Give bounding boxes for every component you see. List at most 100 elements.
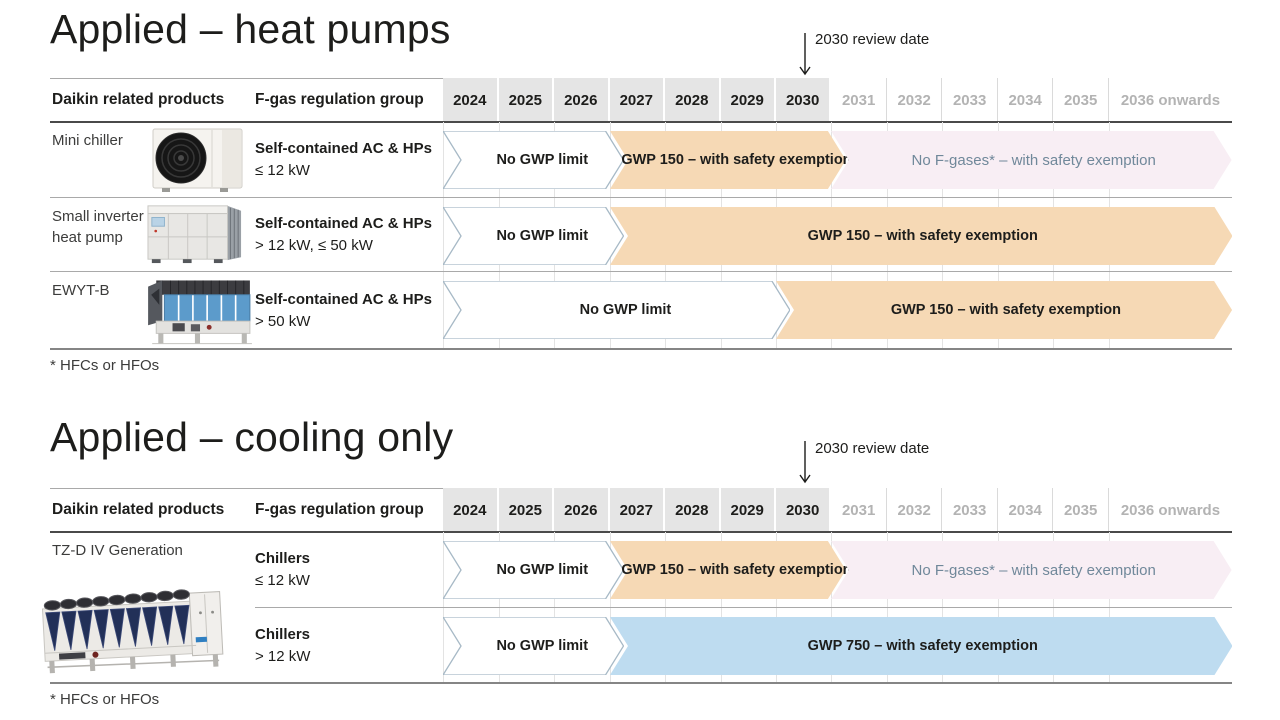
year-2028: 2028	[665, 488, 721, 532]
column-gridline	[443, 532, 444, 608]
timeline-table-heat-pumps: Daikin related products F-gas regulation …	[50, 78, 1232, 350]
row-divider	[255, 607, 1232, 608]
f-gas-group-capacity: ≤ 12 kW	[255, 572, 310, 589]
section-title-cooling-only: Applied – cooling only	[50, 414, 454, 460]
f-gas-group-capacity: ≤ 12 kW	[255, 162, 310, 179]
footnote-hfcs: * HFCs or HFOs	[50, 357, 160, 374]
header-f-gas-regulation-group: F-gas regulation group	[255, 501, 424, 518]
timeline-area: No GWP limit GWP 150 – with safety exempt…	[443, 198, 1232, 272]
f-gas-group-title: Self-contained AC & HPs	[255, 140, 432, 157]
year-2025: 2025	[498, 78, 554, 122]
year-2024: 2024	[443, 78, 499, 122]
product-name: Small inverter heat pump	[52, 208, 144, 246]
header-bottom-line	[50, 120, 1232, 123]
year-2031: 2031	[831, 488, 887, 532]
year-2024: 2024	[443, 488, 499, 532]
timeline-arrow-label: No GWP limit	[579, 302, 672, 318]
column-gridline	[443, 608, 444, 684]
timeline-arrow-white: No GWP limit	[443, 207, 624, 265]
f-gas-group-title: Self-contained AC & HPs	[255, 215, 432, 232]
year-2029: 2029	[720, 488, 776, 532]
timeline-arrow-white: No GWP limit	[443, 541, 624, 599]
timeline-arrow-blue: GWP 750 – with safety exemption	[609, 617, 1232, 675]
timeline-arrow-orange: GWP 150 – with safety exemption	[609, 207, 1232, 265]
year-2031: 2031	[831, 78, 887, 122]
timeline-arrow-orange: GWP 150 – with safety exemption	[609, 131, 852, 189]
f-gas-group-title: Self-contained AC & HPs	[255, 291, 432, 308]
header-f-gas-regulation-group: F-gas regulation group	[255, 91, 424, 108]
timeline-arrow-label: No F-gases* – with safety exemption	[911, 561, 1156, 579]
footnote-hfcs: * HFCs or HFOs	[50, 691, 160, 708]
timeline-arrow-label: No GWP limit	[496, 228, 589, 244]
row-divider	[50, 271, 1232, 272]
product-row-small-inverter-heat-pump: Small inverter heat pump Self-contained …	[50, 198, 1232, 272]
timeline-arrow-label: GWP 150 – with safety exemption	[890, 302, 1122, 318]
year-2033: 2033	[942, 488, 998, 532]
f-gas-group-title: Chillers	[255, 550, 311, 567]
product-row-1: TZ-D IV Generation	[41, 532, 1232, 674]
timeline-arrow-orange: GWP 150 – with safety exemption	[775, 281, 1232, 339]
product-name: Mini chiller	[52, 132, 123, 149]
product-image-ewyt-b	[142, 274, 256, 348]
timeline-arrow-label: GWP 150 – with safety exemption	[621, 562, 852, 578]
year-2026: 2026	[554, 78, 610, 122]
review-date-down-arrow	[799, 33, 811, 76]
product-image-mini-chiller	[150, 126, 245, 194]
timeline-arrow-label: No GWP limit	[496, 638, 589, 654]
year-2027: 2027	[609, 78, 665, 122]
review-date-note: 2030 review date	[815, 440, 930, 457]
timeline-arrow-label: No F-gases* – with safety exemption	[911, 151, 1156, 169]
column-gridline	[443, 272, 444, 350]
product-row-2: Chillers > 12 kW No GWP limit GWP 750 – wit…	[50, 608, 1232, 684]
year-2027: 2027	[609, 488, 665, 532]
product-image-tz-d-iv	[40, 554, 242, 694]
product-image-heat-pump	[142, 201, 248, 265]
timeline-arrow-pink: No F-gases* – with safety exemption	[831, 541, 1232, 599]
year-2030: 2030	[775, 488, 832, 532]
row-divider	[50, 197, 1232, 198]
year-2033: 2033	[942, 78, 998, 122]
table-bottom-line	[50, 682, 1232, 684]
timeline-arrow-label: No GWP limit	[496, 152, 589, 168]
timeline-arrow-label: GWP 750 – with safety exemption	[807, 638, 1038, 654]
year-2035: 2035	[1053, 78, 1109, 122]
year-2026: 2026	[554, 488, 610, 532]
year-2029: 2029	[720, 78, 776, 122]
review-date-note: 2030 review date	[815, 31, 930, 48]
header-daikin-related-products: Daikin related products	[52, 91, 225, 108]
timeline-table-cooling-only: Daikin related products F-gas regulation …	[41, 488, 1232, 684]
f-gas-group-cell: Self-contained AC & HPs ≤ 12 kW	[255, 122, 443, 198]
timeline-arrow-white: No GWP limit	[443, 281, 790, 339]
product-name: EWYT-B	[52, 282, 110, 299]
section-title-heat-pumps: Applied – heat pumps	[50, 6, 451, 52]
f-gas-group-capacity: > 12 kW	[255, 648, 311, 665]
header-bottom-line	[50, 530, 1232, 533]
year-2035: 2035	[1053, 488, 1109, 532]
product-row-ewyt-b: EWYT-B Self-contained AC & HPs > 50 kW No …	[50, 272, 1232, 350]
f-gas-group-cell: Self-contained AC & HPs > 12 kW, ≤ 50 kW	[255, 198, 443, 272]
timeline-arrow-pink: No F-gases* – with safety exemption	[831, 131, 1232, 189]
f-gas-group-capacity: > 12 kW, ≤ 50 kW	[255, 237, 373, 254]
timeline-arrow-white: No GWP limit	[443, 131, 624, 189]
timeline-area: No GWP limit GWP 150 – with safety exempt…	[443, 272, 1232, 350]
f-gas-group-title: Chillers	[255, 626, 311, 643]
year-2032: 2032	[886, 78, 943, 122]
f-gas-group-cell: Chillers > 12 kW	[255, 608, 443, 684]
year-2025: 2025	[498, 488, 554, 532]
timeline-area: No GWP limit GWP 150 – with safety exempt…	[443, 122, 1232, 198]
review-date-down-arrow	[799, 441, 811, 484]
header-daikin-related-products: Daikin related products	[52, 501, 225, 518]
timeline-arrow-label: GWP 150 – with safety exemption	[807, 228, 1038, 244]
timeline-arrow-white: No GWP limit	[443, 617, 624, 675]
product-row-mini-chiller: Mini chiller Self-contained AC & HPs ≤ 12…	[50, 122, 1232, 198]
column-gridline	[443, 198, 444, 272]
timeline-arrow-label: No GWP limit	[496, 562, 589, 578]
f-gas-group-cell: Chillers ≤ 12 kW	[255, 532, 443, 608]
year-2028: 2028	[665, 78, 721, 122]
year-2030: 2030	[775, 78, 832, 122]
timeline-arrow-orange: GWP 150 – with safety exemption	[609, 541, 852, 599]
year-2032: 2032	[886, 488, 943, 532]
column-gridline	[443, 122, 444, 198]
timeline-area: No GWP limit GWP 750 – with safety exempt…	[443, 608, 1232, 684]
